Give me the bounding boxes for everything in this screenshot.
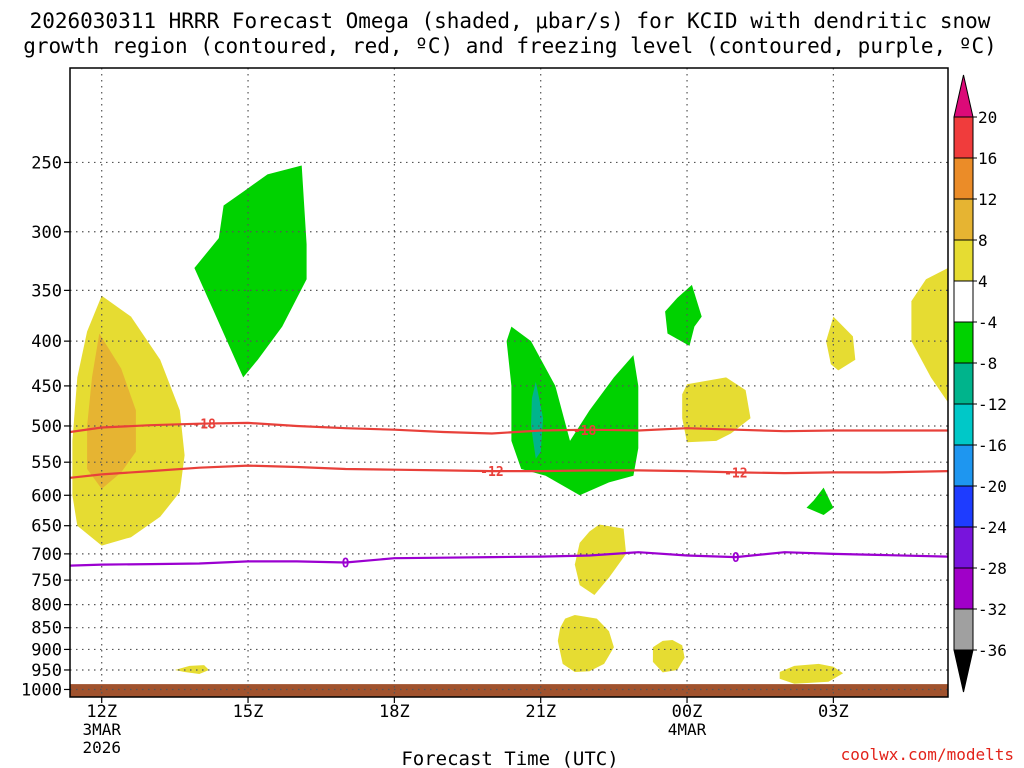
contour-label--18-1: -18 [573, 424, 597, 439]
colorbar-label-7: -12 [978, 395, 1007, 414]
contour-label-0-1: 0 [732, 551, 740, 566]
contour-line-0 [70, 551, 948, 567]
x-date-label-3MAR: 3MAR [82, 720, 121, 739]
omega-region-13 [652, 640, 685, 673]
colorbar: 20 16 12 8 4 -4 -8 -12 -16 -20 -24 -28 -32 -36 [953, 74, 1007, 693]
y-tick-label-300: 300 [31, 223, 62, 243]
colorbar-box-3 [953, 198, 974, 241]
colorbar-box-12 [953, 567, 974, 610]
omega-region-5 [531, 381, 544, 459]
y-tick-label-950: 950 [31, 661, 62, 681]
colorbar-box-8 [953, 403, 974, 446]
y-tick-label-650: 650 [31, 517, 62, 537]
y-tick-label-550: 550 [31, 453, 62, 473]
y-tick-label-1000: 1000 [21, 680, 62, 700]
contour-label--12-1: -12 [724, 466, 747, 481]
omega-region-3 [194, 165, 307, 378]
colorbar-label-5: -4 [978, 313, 997, 332]
y-tick-label-350: 350 [31, 281, 62, 301]
colorbar-label-0: 20 [978, 108, 997, 127]
y-tick-label-450: 450 [31, 377, 62, 397]
ground-surface [70, 684, 948, 697]
colorbar-box-9 [953, 444, 974, 487]
x-year-label-2026: 2026 [82, 738, 121, 757]
contour-label-0-0: 0 [342, 556, 350, 571]
colorbar-label-12: -32 [978, 600, 1007, 619]
contour-label--12-0: -12 [480, 465, 503, 480]
colorbar-label-10: -24 [978, 518, 1007, 537]
colorbar-label-9: -20 [978, 477, 1007, 496]
x-tick-label-15Z: 15Z [233, 702, 264, 722]
y-tick-label-500: 500 [31, 417, 62, 437]
y-tick-label-750: 750 [31, 571, 62, 591]
omega-region-8 [682, 377, 751, 443]
colorbar-label-11: -28 [978, 559, 1007, 578]
colorbar-label-8: -16 [978, 436, 1007, 455]
contour-line--12 [70, 464, 948, 479]
y-tick-label-250: 250 [31, 153, 62, 173]
omega-region-7 [806, 487, 834, 515]
colorbar-label-2: 12 [978, 190, 997, 209]
omega-region-15 [174, 665, 209, 674]
colorbar-box-2 [953, 157, 974, 200]
y-tick-label-850: 850 [31, 619, 62, 639]
colorbar-label-3: 8 [978, 231, 988, 250]
chart-title-line-2: growth region (contoured, red, ºC) and f… [23, 34, 997, 58]
colorbar-box-1 [953, 116, 974, 159]
colorbar-box-11 [953, 526, 974, 569]
colorbar-label-1: 16 [978, 149, 997, 168]
omega-region-14 [779, 663, 844, 684]
x-axis-label: Forecast Time (UTC) [401, 748, 618, 768]
contour-label--18-0: -18 [192, 418, 216, 433]
x-tick-label-18Z: 18Z [379, 702, 410, 722]
plot-inner: -18 -18 -12 -12 0 0 [70, 68, 948, 697]
colorbar-box-6 [953, 321, 974, 364]
y-tick-label-400: 400 [31, 332, 62, 352]
colorbar-box-4 [953, 239, 974, 282]
omega-region-10 [911, 268, 948, 403]
x-tick-label-03Z: 03Z [818, 702, 849, 722]
y-tick-label-700: 700 [31, 545, 62, 565]
y-tick-label-600: 600 [31, 486, 62, 506]
plot-area: -18 -18 -12 -12 0 0 [69, 67, 949, 698]
colorbar-label-13: -36 [978, 641, 1007, 660]
colorbar-bottom-arrow [953, 649, 974, 693]
colorbar-box-10 [953, 485, 974, 528]
y-tick-label-800: 800 [31, 596, 62, 616]
x-tick-label-12Z: 12Z [86, 702, 117, 722]
colorbar-box-13 [953, 608, 974, 651]
colorbar-box-5 [953, 280, 974, 323]
plot-frame [69, 67, 949, 698]
x-date-label-4MAR: 4MAR [668, 720, 707, 739]
omega-region-2 [87, 333, 136, 489]
x-tick-label-21Z: 21Z [525, 702, 556, 722]
x-tick-label-00Z: 00Z [672, 702, 703, 722]
contour-line--18 [70, 421, 948, 435]
axis-ticks: 2503003504004505005506006507007508008509… [21, 153, 849, 757]
chart-title-line-1: 2026030311 HRRR Forecast Omega (shaded, … [30, 9, 991, 33]
omega-region-12 [557, 615, 614, 672]
y-tick-label-900: 900 [31, 640, 62, 660]
colorbar-label-4: 4 [978, 272, 988, 291]
colorbar-box-7 [953, 362, 974, 405]
omega-region-11 [574, 524, 627, 595]
credit-text: coolwx.com/modelts [841, 745, 1014, 764]
colorbar-label-6: -8 [978, 354, 997, 373]
omega-region-6 [665, 284, 702, 346]
